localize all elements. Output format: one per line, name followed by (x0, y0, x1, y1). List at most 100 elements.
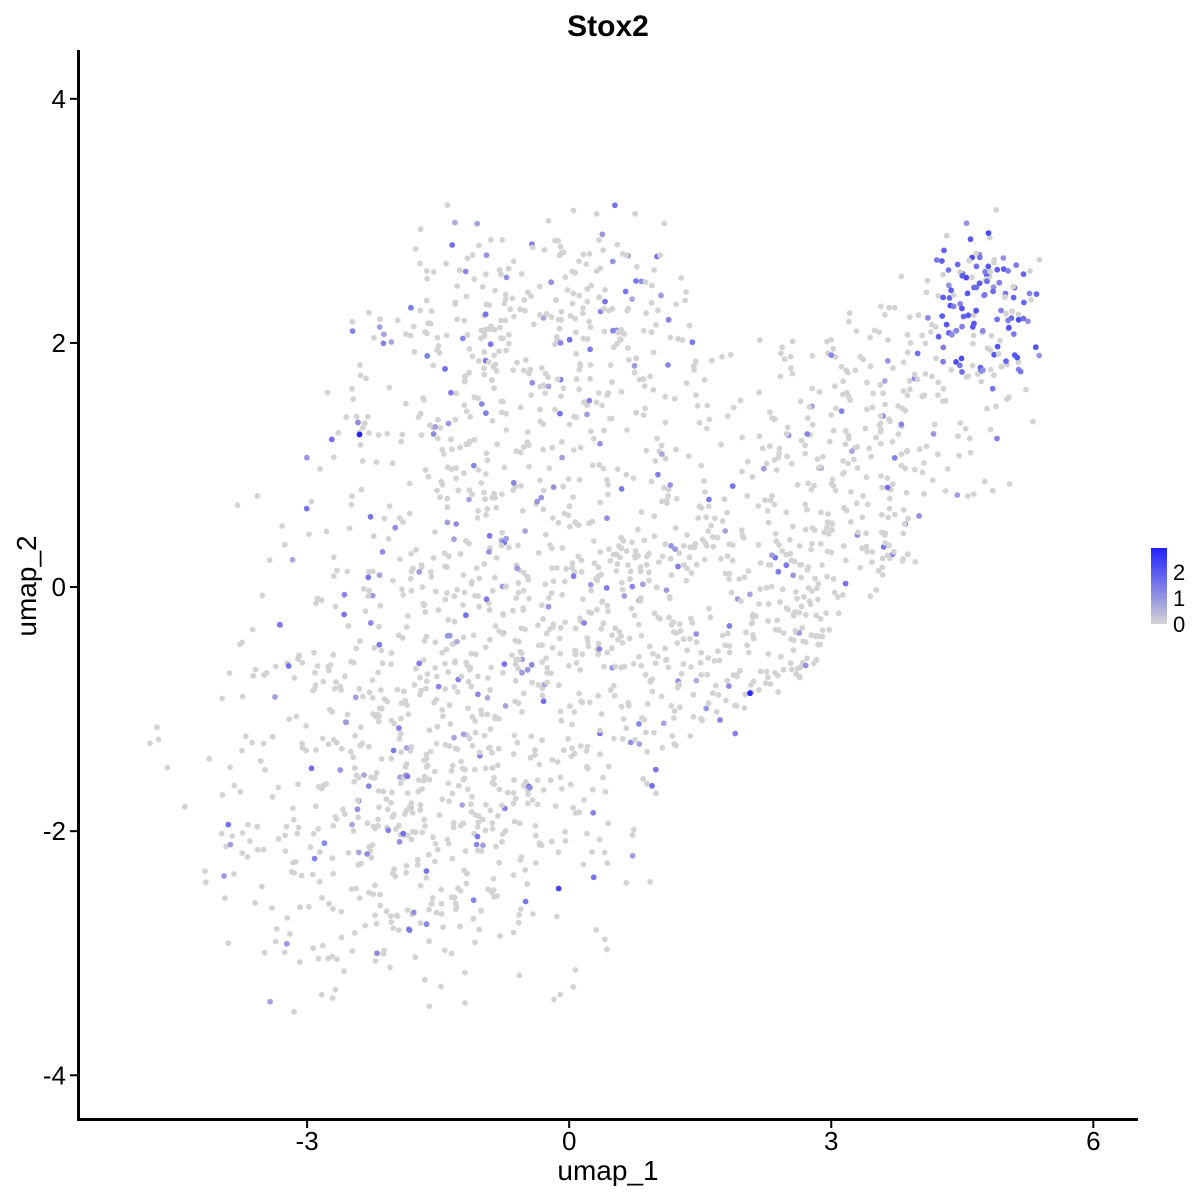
data-point (502, 291, 509, 298)
data-point (370, 891, 377, 897)
data-point (330, 573, 337, 579)
data-point (895, 431, 902, 438)
data-point (842, 428, 849, 434)
data-point (661, 484, 667, 491)
data-point (993, 206, 1000, 213)
data-point (388, 755, 395, 762)
data-point (809, 421, 816, 428)
data-point (487, 726, 494, 733)
data-point (338, 908, 345, 915)
data-point (704, 671, 711, 678)
data-point (621, 663, 628, 670)
data-point (554, 565, 560, 571)
data-point (366, 843, 372, 850)
data-point (489, 779, 496, 786)
data-point (532, 832, 539, 839)
data-point (312, 669, 318, 676)
data-point (476, 575, 483, 582)
data-point (522, 307, 528, 314)
data-point (416, 660, 423, 667)
data-point (335, 429, 342, 436)
data-point (612, 663, 619, 670)
data-point (388, 717, 395, 724)
data-point (898, 421, 905, 428)
data-point (381, 696, 388, 702)
data-point (1036, 256, 1043, 263)
data-point (589, 786, 596, 793)
data-point (522, 898, 529, 905)
data-point (575, 522, 581, 528)
data-point (502, 583, 509, 590)
data-point (623, 548, 630, 554)
data-point (487, 807, 494, 814)
data-point (804, 506, 810, 513)
data-point (864, 379, 870, 386)
data-point (798, 603, 805, 610)
data-point (691, 363, 697, 369)
data-point (380, 788, 387, 795)
data-point (493, 504, 500, 511)
data-point (501, 661, 508, 667)
data-point (421, 602, 427, 609)
data-point (479, 816, 486, 823)
data-point (239, 830, 246, 836)
data-point (640, 412, 647, 418)
data-point (442, 660, 448, 667)
data-point (500, 611, 506, 617)
data-point (790, 647, 797, 654)
data-point (424, 275, 430, 282)
data-point (219, 695, 226, 702)
data-point (375, 432, 382, 438)
data-point (589, 462, 596, 469)
data-point (338, 745, 345, 752)
data-point (329, 855, 336, 862)
data-point (326, 900, 332, 907)
data-point (797, 561, 803, 568)
data-point (243, 733, 249, 740)
data-point (776, 627, 782, 634)
data-point (375, 669, 381, 676)
data-point (672, 546, 678, 552)
data-point (807, 601, 814, 608)
data-point (437, 425, 444, 431)
data-point (741, 574, 748, 581)
data-point (597, 727, 603, 734)
data-point (403, 331, 409, 338)
data-point (857, 564, 864, 571)
data-point (835, 610, 842, 617)
data-point (426, 727, 433, 734)
data-point (500, 631, 506, 637)
data-point (396, 515, 403, 521)
data-point (520, 690, 527, 697)
data-point (1028, 297, 1034, 303)
data-point (502, 296, 509, 303)
data-point (877, 303, 884, 310)
data-point (946, 295, 953, 301)
data-point (449, 855, 456, 862)
data-point (940, 271, 946, 278)
data-point (459, 765, 466, 772)
data-point (377, 902, 384, 909)
data-point (600, 247, 607, 254)
data-point (562, 619, 569, 625)
data-point (987, 347, 994, 354)
data-point (802, 442, 808, 449)
data-point (604, 392, 610, 398)
data-point (634, 263, 640, 270)
data-point (440, 713, 446, 719)
data-point (612, 202, 618, 209)
data-point (439, 796, 446, 803)
data-point (524, 666, 531, 673)
data-point (378, 756, 385, 762)
data-point (666, 594, 673, 600)
data-point (636, 721, 642, 727)
data-point (589, 849, 595, 855)
data-point (744, 642, 750, 649)
data-point (475, 467, 482, 473)
data-point (528, 392, 535, 398)
data-point (1010, 283, 1016, 290)
data-point (462, 969, 468, 976)
data-point (330, 454, 337, 461)
data-point (578, 557, 585, 564)
data-point (510, 258, 517, 265)
